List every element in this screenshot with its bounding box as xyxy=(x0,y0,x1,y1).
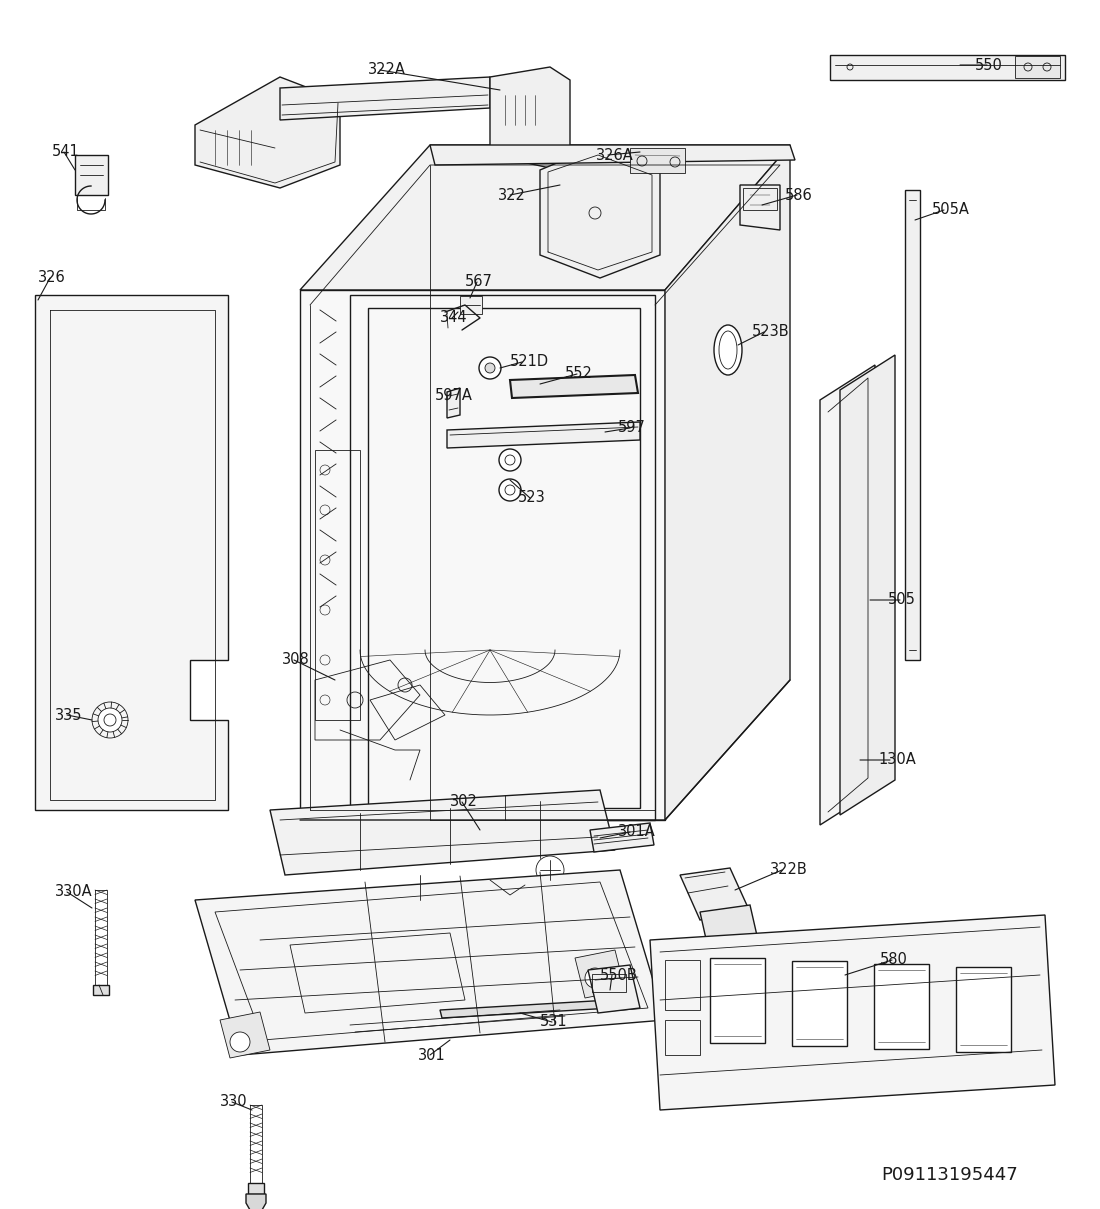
Polygon shape xyxy=(430,145,795,164)
Bar xyxy=(630,147,685,173)
Polygon shape xyxy=(840,355,895,815)
Text: 330: 330 xyxy=(220,1094,248,1110)
Polygon shape xyxy=(510,375,638,398)
Text: 523B: 523B xyxy=(752,324,790,340)
Text: 567: 567 xyxy=(465,274,493,289)
Text: 521D: 521D xyxy=(510,354,549,370)
Text: 505: 505 xyxy=(888,592,916,607)
Bar xyxy=(874,964,929,1049)
Circle shape xyxy=(536,856,564,884)
Polygon shape xyxy=(447,422,640,449)
Polygon shape xyxy=(490,66,570,168)
Polygon shape xyxy=(300,145,790,290)
Bar xyxy=(248,1182,264,1194)
Text: 541: 541 xyxy=(52,145,79,160)
Ellipse shape xyxy=(719,331,737,369)
Circle shape xyxy=(98,708,122,731)
Polygon shape xyxy=(700,906,758,948)
Text: 344: 344 xyxy=(440,311,467,325)
Bar xyxy=(666,1020,700,1055)
Bar xyxy=(592,974,626,993)
Polygon shape xyxy=(590,823,654,852)
Bar xyxy=(710,958,764,1043)
Text: 505A: 505A xyxy=(932,202,970,218)
Text: 308: 308 xyxy=(282,653,310,667)
Polygon shape xyxy=(575,950,625,997)
Polygon shape xyxy=(300,290,666,820)
Ellipse shape xyxy=(714,325,742,375)
Text: P09113195447: P09113195447 xyxy=(881,1165,1019,1184)
Text: 586: 586 xyxy=(785,187,813,202)
Text: 302: 302 xyxy=(450,794,477,810)
Text: 550: 550 xyxy=(975,58,1003,73)
Text: 552: 552 xyxy=(565,366,593,382)
Polygon shape xyxy=(246,1194,266,1209)
Circle shape xyxy=(478,357,500,378)
Text: 597A: 597A xyxy=(434,388,473,404)
Bar xyxy=(460,296,482,314)
Text: 322: 322 xyxy=(498,187,526,202)
Polygon shape xyxy=(740,185,780,230)
Bar xyxy=(792,961,847,1046)
Polygon shape xyxy=(270,789,615,875)
Polygon shape xyxy=(35,295,228,810)
Polygon shape xyxy=(540,145,660,278)
Polygon shape xyxy=(75,155,108,195)
Text: 326A: 326A xyxy=(596,147,634,162)
Text: 130A: 130A xyxy=(878,752,915,768)
Polygon shape xyxy=(280,77,490,120)
Polygon shape xyxy=(220,1012,270,1058)
Text: 322A: 322A xyxy=(368,63,406,77)
Bar xyxy=(666,960,700,1010)
Polygon shape xyxy=(440,1000,612,1018)
Polygon shape xyxy=(195,870,666,1055)
Polygon shape xyxy=(905,190,920,660)
Polygon shape xyxy=(650,915,1055,1110)
Bar xyxy=(1015,56,1060,79)
Bar xyxy=(956,967,1011,1052)
Polygon shape xyxy=(830,54,1065,80)
Text: 550B: 550B xyxy=(600,967,638,983)
Circle shape xyxy=(585,968,605,988)
Circle shape xyxy=(485,363,495,374)
Bar xyxy=(94,985,109,995)
Text: 301A: 301A xyxy=(618,825,656,839)
Text: 326: 326 xyxy=(39,271,66,285)
Polygon shape xyxy=(680,868,750,920)
Circle shape xyxy=(230,1032,250,1052)
Text: 531: 531 xyxy=(540,1014,568,1030)
Polygon shape xyxy=(666,145,790,820)
Circle shape xyxy=(499,449,521,472)
Bar xyxy=(742,189,777,210)
Polygon shape xyxy=(447,388,460,418)
Polygon shape xyxy=(588,965,640,1013)
Text: 523: 523 xyxy=(518,491,546,505)
Text: 597: 597 xyxy=(618,421,646,435)
Polygon shape xyxy=(820,365,874,825)
Text: 580: 580 xyxy=(880,953,907,967)
Polygon shape xyxy=(195,77,340,189)
Text: 301: 301 xyxy=(418,1047,446,1063)
Circle shape xyxy=(499,479,521,501)
Text: 330A: 330A xyxy=(55,885,92,899)
Text: 335: 335 xyxy=(55,707,82,723)
Text: 322B: 322B xyxy=(770,862,807,878)
